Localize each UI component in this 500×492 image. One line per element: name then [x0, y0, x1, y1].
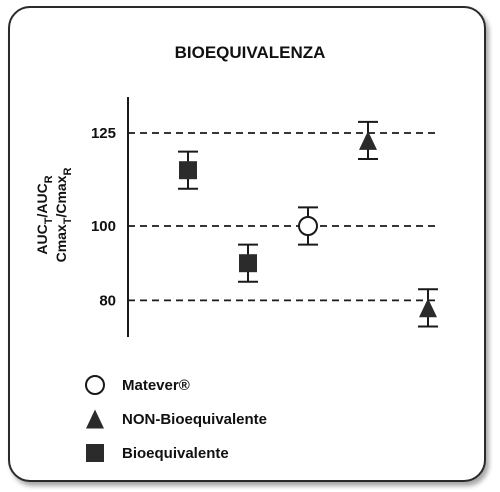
y-axis-label: AUCT/AUCR CmaxT/CmaxR — [34, 168, 74, 263]
triangle-marker — [419, 298, 437, 318]
data-point-4 — [358, 120, 378, 161]
legend-label: Bioequivalente — [122, 445, 229, 462]
data-point-3 — [298, 206, 318, 246]
y-axis-label-line-2: CmaxT/CmaxR — [53, 168, 74, 263]
triangle-marker — [86, 409, 104, 429]
data-point-1 — [178, 150, 198, 190]
legend-item-circle: Matever® — [85, 375, 190, 395]
square-marker — [239, 254, 257, 273]
data-point-5 — [418, 288, 438, 328]
chart-title: BIOEQUIVALENZA — [175, 43, 326, 62]
circle-marker — [298, 216, 318, 236]
legend-label: Matever® — [122, 377, 190, 394]
square-marker — [86, 444, 104, 462]
square-marker — [179, 161, 197, 180]
legend-item-triangle: NON-Bioequivalente — [86, 409, 267, 429]
y-tick-label-125: 125 — [91, 125, 116, 142]
circle-marker — [85, 375, 105, 395]
data-point-2 — [238, 243, 258, 283]
legend-item-square: Bioequivalente — [86, 444, 229, 462]
y-tick-label-80: 80 — [99, 292, 116, 309]
triangle-marker — [359, 130, 377, 150]
y-tick-label-100: 100 — [91, 218, 116, 235]
y-axis-label-line-1: AUCT/AUCR — [34, 175, 55, 254]
legend-label: NON-Bioequivalente — [122, 411, 267, 428]
